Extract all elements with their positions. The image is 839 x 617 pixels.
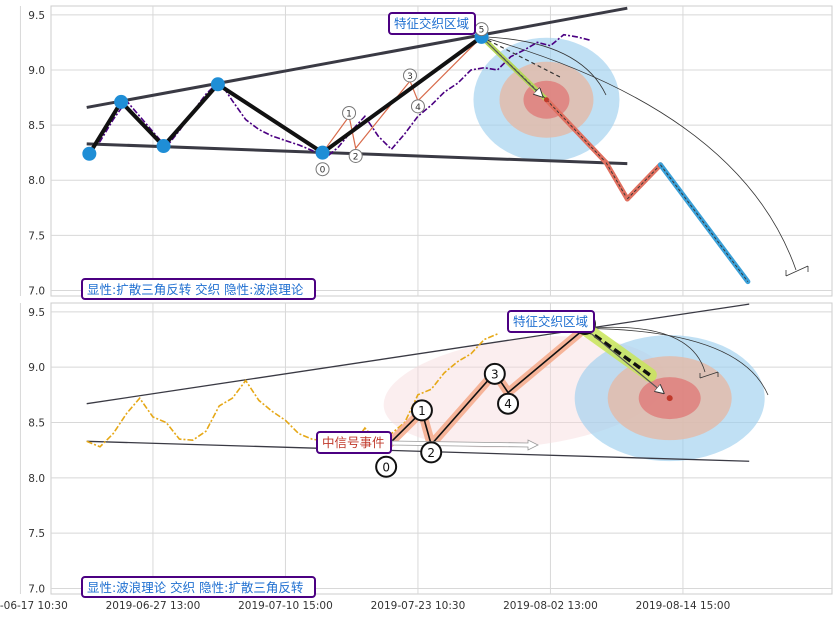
projection-line: [660, 164, 749, 282]
bottom-wave-label-circle: [497, 392, 520, 415]
wave-label-circle: [348, 148, 363, 163]
top-forecast-dashed: [481, 36, 563, 79]
bottom-ytick-label: 7.5: [28, 528, 45, 540]
bottom-target-arrow: [584, 327, 664, 393]
top-ytick-label: 9.5: [28, 10, 45, 22]
bottom-ytick-label: 9.5: [28, 307, 45, 319]
bottom-triangle-upper: [86, 303, 750, 405]
top-target-point: [543, 97, 549, 103]
zigzag-pivot: [210, 77, 225, 92]
top-ytick-label: 9.0: [28, 65, 45, 77]
projection-line: [626, 164, 661, 200]
bottom-arc-outer: [584, 328, 769, 396]
signal-event-box: 中信号事件: [316, 431, 392, 454]
triangle-upper-line: [86, 6, 628, 109]
bottom-wave-label: 4: [504, 397, 512, 411]
top-annotation-frame: [388, 12, 476, 35]
bottom-wave-label: 3: [491, 367, 499, 381]
bottom-ytick-label: 7.0: [28, 583, 45, 595]
x-tick-label: 2019-06-17 10:30: [0, 600, 68, 612]
top-ytick-label: 8.0: [28, 175, 45, 187]
wave-label-circle: [410, 99, 425, 114]
bottom-wave-label: 1: [418, 404, 426, 418]
bottom-target-point: [666, 395, 673, 402]
projection-arc-outer: [481, 36, 797, 271]
zigzag-pivot: [82, 146, 97, 161]
signal-event-label: 中信号事件: [322, 435, 385, 450]
bottom-chart-panel: 9.59.08.58.07.57.0 2019-06-17 10:302019-…: [0, 302, 833, 612]
top-plot-frame: [50, 5, 833, 297]
top-end-bracket: [785, 265, 809, 277]
bottom-price-line: [86, 333, 498, 448]
top-ytick-label: 8.5: [28, 120, 45, 132]
bottom-end-bracket: [699, 371, 719, 379]
top-chart-panel: 9.5 9.0 8.5 8.0 7.5 7.0 0 1 2 3 4 5 显性:扩散三角反转 交织 隐…: [19, 5, 833, 300]
bottom-wave-label-circle: [483, 362, 506, 385]
zigzag-pivot: [156, 139, 171, 154]
bottom-ytick-label: 8.0: [28, 473, 45, 485]
top-annotation-box: 特征交织区域: [388, 12, 476, 35]
bottom-triangle-lower: [86, 440, 750, 462]
projection-line: [605, 162, 628, 200]
wave-label: 5: [479, 26, 485, 36]
bottom-annotation: 特征交织区域: [513, 314, 588, 329]
bottom-projection-line: [583, 327, 651, 377]
bottom-ytick-label: 9.0: [28, 362, 45, 374]
top-gridlines: [19, 6, 832, 296]
bottom-caption-frame: [81, 576, 316, 598]
bottom-y-axis: 9.5 9.0 8.5 8.0 7.5 7.0: [28, 307, 45, 596]
wave-label: 0: [320, 166, 326, 176]
top-caption: 显性:扩散三角反转 交织 隐性:波浪理论: [87, 282, 304, 297]
signal-event-frame: [316, 431, 392, 454]
top-wave-line: [322, 36, 483, 154]
wave-label: 2: [353, 152, 359, 162]
zigzag-pivot: [315, 145, 330, 160]
x-tick-label: 2019-07-10 15:00: [238, 600, 333, 612]
x-tick-label: 2019-08-14 15:00: [636, 600, 731, 612]
bottom-arc-inner: [584, 326, 706, 373]
bottom-wave-label-circle: [420, 441, 443, 464]
wave-label-circle: [403, 68, 417, 83]
bottom-wave-label-circle: [375, 455, 398, 478]
top-ytick-label: 7.5: [28, 230, 45, 242]
top-annotation: 特征交织区域: [394, 16, 469, 31]
top-marks: 0 1 2 3 4 5: [82, 22, 809, 277]
projection-line: [546, 99, 607, 163]
bottom-wave-label: 0: [382, 460, 390, 474]
wave-label-circle: [315, 162, 330, 177]
wave-label-circle: [342, 105, 357, 120]
wave-label: 1: [346, 109, 352, 119]
top-caption-frame: [81, 278, 316, 300]
projection-arc-inner: [481, 36, 607, 96]
wave-label: 3: [407, 72, 413, 82]
bottom-wave-label-circle: [410, 399, 433, 422]
zigzag-line: [87, 35, 483, 156]
bottom-annotation-frame: [507, 310, 595, 333]
x-tick-label: 2019-07-23 10:30: [371, 600, 466, 612]
bottom-annotation-box: 特征交织区域: [507, 310, 595, 333]
bottom-wave-label: 2: [427, 446, 435, 460]
bottom-caption: 显性:波浪理论 交织 隐性:扩散三角反转: [87, 580, 303, 595]
top-ytick-label: 7.0: [28, 285, 45, 297]
bottom-x-axis: 2019-06-17 10:30 2019-06-27 13:00 2019-07-…: [0, 600, 730, 612]
bottom-caption-box: 显性:波浪理论 交织 隐性:扩散三角反转: [81, 576, 316, 598]
top-target-arrow: [481, 36, 543, 97]
zigzag-pivot: [114, 94, 129, 109]
bottom-ytick-label: 8.5: [28, 417, 45, 429]
top-caption-box: 显性:扩散三角反转 交织 隐性:波浪理论: [81, 278, 316, 300]
top-y-axis: 9.5 9.0 8.5 8.0 7.5 7.0: [28, 10, 45, 298]
x-tick-label: 2019-08-02 13:00: [503, 600, 598, 612]
wave-label: 4: [415, 103, 421, 113]
x-tick-label: 2019-06-27 13:00: [106, 600, 201, 612]
